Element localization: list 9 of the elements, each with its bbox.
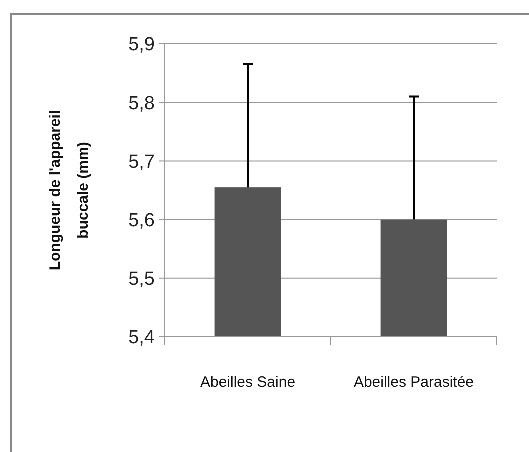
- y-tick-label: 5,5: [128, 269, 155, 290]
- y-tick-label: 5,8: [128, 93, 155, 114]
- y-axis-title: Longueur de l'appareil buccale (mm): [47, 110, 92, 271]
- y-tick-label: 5,6: [128, 210, 155, 232]
- y-tick-label: 5,9: [128, 34, 155, 56]
- x-tick-label: Abeilles Parasitée: [354, 374, 474, 391]
- x-tick-label: Abeilles Saine: [200, 374, 296, 391]
- y-tick-label: 5,7: [128, 152, 155, 173]
- y-tick-label: 5,4: [128, 328, 156, 349]
